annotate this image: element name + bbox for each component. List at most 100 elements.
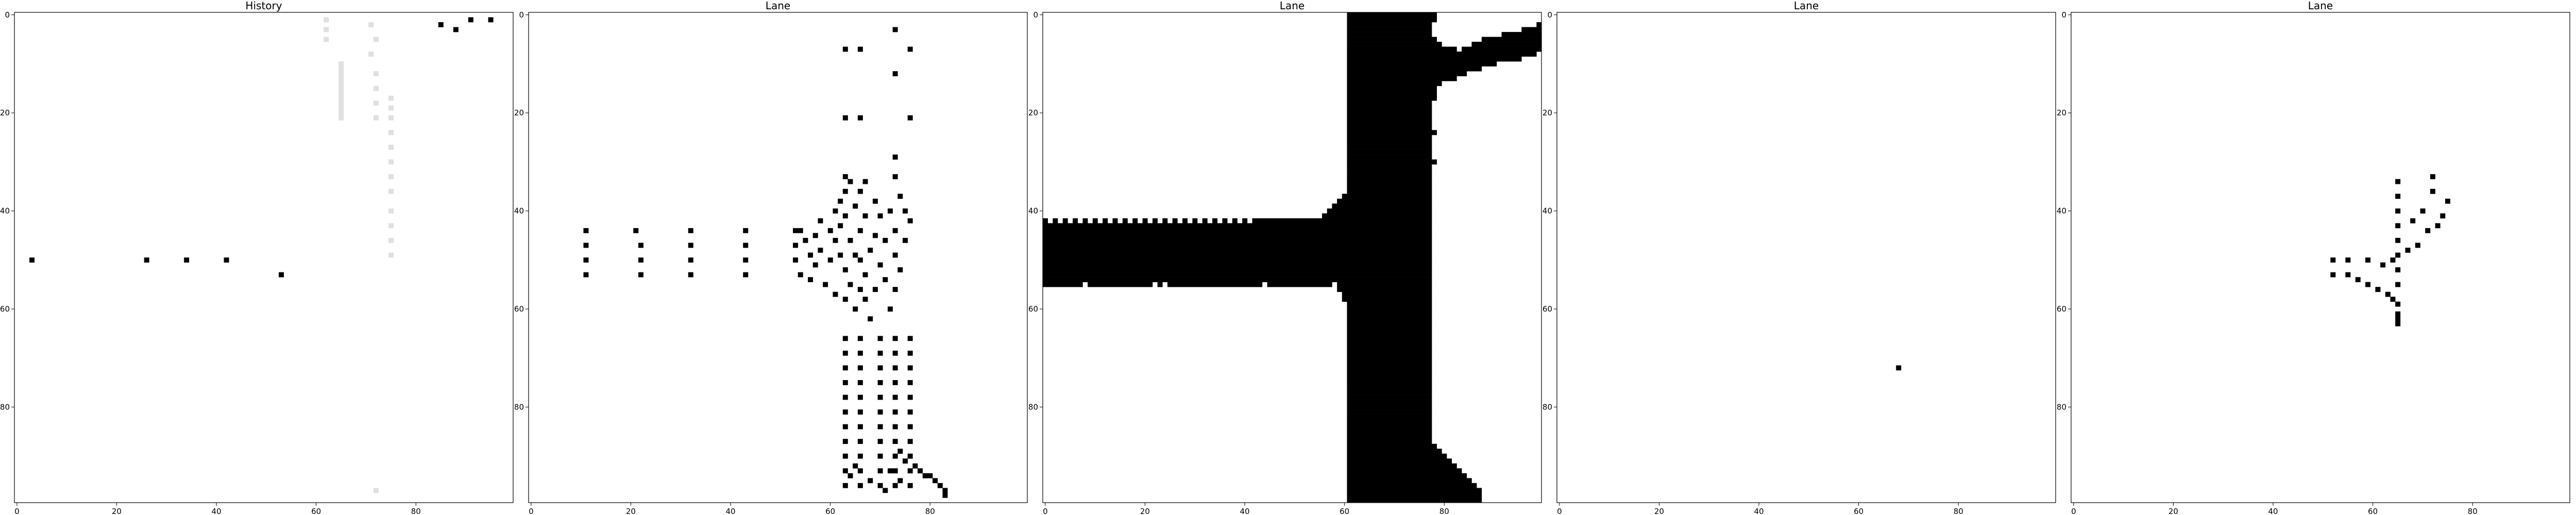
y-tick-label: 20 — [2057, 108, 2066, 117]
heatmap-cell-run — [1337, 287, 1432, 292]
heatmap-cell-run — [1182, 218, 1188, 224]
y-tick-label: 60 — [1543, 304, 1552, 314]
heatmap-cell — [184, 258, 190, 263]
heatmap-cell-run — [1347, 439, 1432, 444]
heatmap-cell — [743, 272, 749, 278]
heatmap-cell — [892, 350, 898, 356]
heatmap-cell — [453, 27, 459, 32]
heatmap-cell-run — [1347, 37, 1437, 42]
panel-1: History 0 20 40 60 80 0 20 40 60 80 — [0, 0, 514, 515]
axes-frame — [528, 12, 1028, 503]
heatmap-cell — [877, 409, 883, 415]
heatmap-cell-run — [1347, 355, 1432, 361]
heatmap-cell-run — [1043, 218, 1048, 224]
heatmap-cell — [857, 115, 863, 121]
heatmap-cell — [907, 439, 913, 444]
heatmap-cell-run — [1347, 336, 1432, 341]
x-tick-label: 80 — [411, 507, 421, 515]
x-tick-label: 0 — [1043, 507, 1048, 515]
heatmap-cell — [842, 483, 848, 488]
heatmap-cell-run — [1092, 218, 1098, 224]
heatmap-cell-run — [1347, 400, 1432, 405]
heatmap-cell-run — [1347, 316, 1432, 322]
heatmap-cell — [907, 218, 913, 224]
heatmap-cell — [2395, 316, 2401, 322]
heatmap-cell — [857, 468, 863, 474]
heatmap-cell-run — [1043, 262, 1432, 268]
heatmap-cell — [793, 258, 799, 263]
heatmap-cell — [907, 380, 913, 385]
heatmap-cell — [842, 394, 848, 400]
heatmap-cell — [892, 252, 898, 258]
heatmap-cell — [897, 194, 903, 199]
heatmap-cell-run — [1347, 27, 1432, 32]
heatmap-cell — [883, 277, 888, 282]
heatmap-cell-run — [1267, 282, 1332, 287]
x-tick-label: 0 — [2071, 507, 2076, 515]
heatmap-cell — [842, 350, 848, 356]
x-tick-label: 60 — [1854, 507, 1863, 515]
y-tick-label: 40 — [2057, 207, 2066, 216]
heatmap-cell-run — [1112, 218, 1118, 224]
heatmap-cell — [803, 237, 808, 243]
heatmap-cell — [798, 272, 803, 278]
heatmap-cell — [2395, 223, 2401, 229]
heatmap-cell — [438, 22, 444, 27]
heatmap-cell-run — [1347, 492, 1482, 498]
heatmap-cell — [338, 110, 344, 116]
heatmap-cell-run — [1347, 375, 1432, 381]
heatmap-cell-run — [1347, 449, 1442, 454]
heatmap-cell — [842, 453, 848, 459]
heatmap-cell — [827, 258, 833, 263]
heatmap-cell — [892, 394, 898, 400]
heatmap-cell — [842, 380, 848, 385]
heatmap-cell — [838, 252, 843, 258]
heatmap-cell — [887, 208, 893, 214]
heatmap-cell — [743, 228, 749, 233]
heatmap-cell — [373, 85, 379, 91]
heatmap-cell — [2395, 321, 2401, 327]
panel-3: Lane 0 20 40 60 80 0 20 40 60 80 — [1028, 0, 1542, 515]
heatmap-cell-run — [1347, 409, 1432, 415]
heatmap-cell-run — [1481, 37, 1542, 42]
heatmap-cell — [388, 223, 394, 229]
heatmap-cell — [842, 439, 848, 444]
heatmap-cell-run — [1043, 237, 1432, 243]
heatmap-cell-run — [1347, 66, 1482, 72]
x-tick-label: 20 — [1140, 507, 1150, 515]
heatmap-cell — [877, 350, 883, 356]
axes-frame — [2071, 12, 2570, 503]
heatmap-cell-run — [1347, 174, 1432, 179]
heatmap-cell — [857, 188, 863, 194]
y-tick-label: 20 — [0, 108, 10, 117]
heatmap-cell — [2355, 277, 2361, 282]
y-tick-label: 60 — [514, 304, 524, 314]
heatmap-cell-run — [1347, 414, 1432, 420]
heatmap-cell — [907, 409, 913, 415]
panel-title: Lane — [1280, 0, 1304, 12]
heatmap-cell — [688, 272, 693, 278]
x-tick-label: 40 — [1240, 507, 1249, 515]
heatmap-cell — [848, 282, 853, 287]
x-tick-label: 80 — [1954, 507, 1963, 515]
heatmap-cell — [827, 228, 833, 233]
heatmap-cell — [892, 483, 898, 488]
heatmap-cell — [2395, 179, 2401, 184]
heatmap-cell-run — [1347, 81, 1442, 87]
heatmap-cell — [877, 453, 883, 459]
heatmap-cell — [903, 237, 908, 243]
heatmap-cell — [907, 365, 913, 371]
heatmap-cell — [857, 424, 863, 430]
heatmap-cell — [638, 272, 643, 278]
heatmap-cell-run — [1347, 17, 1437, 23]
heatmap-cell — [633, 228, 639, 233]
heatmap-cell-run — [1347, 434, 1432, 439]
heatmap-cell — [897, 449, 903, 454]
heatmap-cell — [2375, 287, 2381, 292]
heatmap-cell — [812, 262, 818, 268]
heatmap-cell — [918, 468, 923, 474]
heatmap-cell-run — [1347, 385, 1432, 390]
heatmap-cell — [857, 394, 863, 400]
heatmap-cell — [848, 179, 853, 184]
heatmap-cell — [638, 243, 643, 248]
